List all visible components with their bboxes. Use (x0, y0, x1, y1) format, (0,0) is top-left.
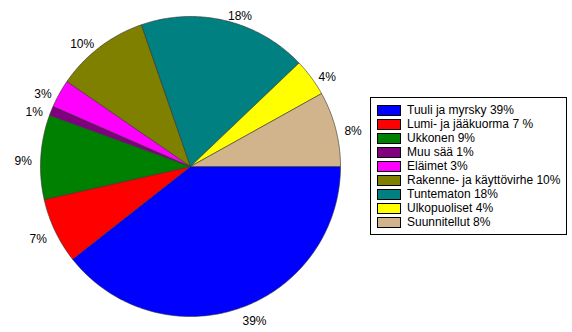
svg-text:39%: 39% (243, 314, 267, 328)
svg-text:8%: 8% (344, 124, 362, 138)
svg-text:7%: 7% (30, 232, 48, 246)
html-text:Ukkonen 9%: Ukkonen 9% (407, 131, 475, 145)
svg-text:4%: 4% (319, 70, 337, 84)
html-text:Ulkopuoliset 4%: Ulkopuoliset 4% (407, 201, 493, 215)
svg-text:10%: 10% (70, 37, 94, 51)
html-text:Suunnitellut 8%: Suunnitellut 8% (407, 215, 491, 229)
html-text:Rakenne- ja käyttövirhe 10%: Rakenne- ja käyttövirhe 10% (407, 173, 561, 187)
svg-text:18%: 18% (228, 9, 252, 23)
html-text:Muu sää 1%: Muu sää 1% (407, 145, 474, 159)
html-text:Tuuli ja myrsky 39%: Tuuli ja myrsky 39% (407, 103, 514, 117)
svg-text:9%: 9% (14, 154, 32, 168)
svg-text:3%: 3% (34, 87, 52, 101)
html-text:Lumi- ja jääkuorma 7 %: Lumi- ja jääkuorma 7 % (407, 117, 534, 131)
html-text:Eläimet 3%: Eläimet 3% (407, 159, 468, 173)
svg-text:1%: 1% (26, 105, 44, 119)
html-text:Tuntematon 18%: Tuntematon 18% (407, 187, 498, 201)
